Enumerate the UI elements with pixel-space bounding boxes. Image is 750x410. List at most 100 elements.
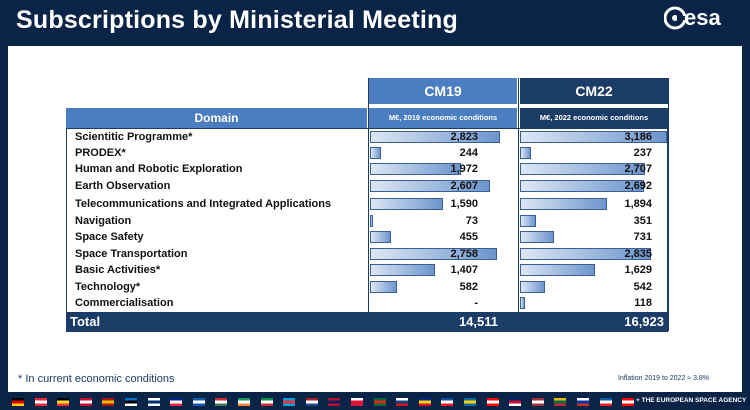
cm19-bar [370, 163, 461, 175]
member-flag [238, 398, 250, 406]
domain-label: Telecommunications and Integrated Applic… [75, 198, 332, 210]
domain-label: Space Transportation [75, 248, 188, 260]
member-flag [283, 398, 296, 406]
cm22-value: 118 [634, 297, 652, 309]
domain-label: Human and Robotic Exploration [75, 163, 243, 175]
cm19-bar [370, 248, 497, 260]
cm19-value: 1,972 [450, 163, 478, 175]
member-flag [554, 398, 567, 406]
cm22-bar [520, 147, 531, 159]
total-row [66, 313, 668, 332]
member-flag [531, 398, 544, 406]
member-flag [125, 398, 137, 406]
member-flag [464, 398, 476, 406]
cm19-value: 2,758 [450, 248, 478, 260]
domain-label: PRODEX* [75, 147, 126, 159]
cm22-value: 237 [633, 147, 652, 159]
table-outline [66, 128, 668, 313]
domain-label: Basic Activities* [75, 264, 161, 276]
cm22-bar [520, 163, 645, 175]
cm19-value: 2,823 [450, 131, 478, 143]
cm19-bar [370, 198, 443, 210]
cm22-value: 1,894 [624, 198, 652, 210]
cm22-bar [520, 281, 545, 293]
member-flag [486, 398, 499, 406]
cm22-value: 542 [633, 281, 652, 293]
column-divider-left [368, 78, 369, 331]
cm19-bar [370, 231, 391, 243]
cm19-bar [370, 215, 373, 227]
domain-label: Earth Observation [75, 180, 171, 192]
cm22-value: 731 [633, 231, 652, 243]
cm19-bar [370, 264, 435, 276]
cm19-bar [370, 180, 490, 192]
member-flag [79, 398, 92, 406]
cm19-value: 1,590 [450, 198, 478, 210]
member-flag [599, 398, 612, 406]
domain-label: Technology* [75, 281, 141, 293]
agency-tagline: + THE EUROPEAN SPACE AGENCY [636, 397, 747, 404]
page-title: Subscriptions by Ministerial Meeting [16, 6, 458, 34]
esa-logo-icon [663, 6, 687, 30]
cm19-bar [370, 131, 500, 143]
member-flag [373, 398, 386, 406]
member-flag [34, 398, 47, 406]
domain-header: Domain [66, 108, 367, 128]
cm19-bar [370, 281, 397, 293]
cm22-bar [520, 248, 651, 260]
member-flag [57, 398, 70, 406]
member-flag [192, 398, 205, 406]
cm22-bar [520, 264, 595, 276]
footnote: * In current economic conditions [18, 373, 175, 385]
member-flag [215, 398, 228, 406]
member-flag [418, 398, 431, 406]
member-flag [577, 398, 589, 406]
member-flag [170, 398, 183, 406]
cm22-bar [520, 297, 525, 309]
cm19-value: 455 [459, 231, 478, 243]
esa-logo-text: esa [684, 5, 721, 30]
member-flag [351, 398, 363, 406]
cm19-value: 244 [459, 147, 478, 159]
cm22-bar [520, 180, 644, 192]
member-flag [396, 398, 409, 406]
member-flag [12, 398, 24, 406]
domain-label: Navigation [75, 215, 132, 227]
cm22-value: 2,707 [624, 163, 652, 175]
cm22-value: 2,692 [624, 180, 652, 192]
cm22-bar [520, 231, 554, 243]
domain-label: Scientitic Programme* [75, 131, 193, 143]
member-flag [102, 398, 115, 406]
cm22-header: CM22 [520, 78, 668, 104]
domain-label: Space Safety [75, 231, 144, 243]
member-flag [147, 398, 160, 406]
cm22-subheader: M€, 2022 economic conditions [520, 108, 668, 128]
total-label: Total [70, 314, 101, 329]
column-divider-right [668, 78, 669, 331]
cm19-header: CM19 [369, 78, 517, 104]
member-flag [260, 398, 273, 406]
esa-logo: esa [663, 5, 740, 30]
cm19-value: 1,407 [450, 264, 478, 276]
cm19-bar [370, 147, 381, 159]
cm19-value: 2,607 [450, 180, 478, 192]
member-flag [305, 398, 318, 406]
cm19-value: 582 [459, 281, 478, 293]
cm22-bar [520, 198, 607, 210]
cm19-subheader: M€, 2019 economic conditions [369, 108, 517, 128]
domain-label: Commercialisation [75, 297, 174, 309]
cm22-value: 351 [633, 215, 652, 227]
total-cm19-value: 14,511 [458, 314, 498, 329]
member-flag [622, 398, 635, 406]
cm19-value: - [474, 297, 478, 309]
cm22-value: 1,629 [624, 264, 652, 276]
cm19-value: 73 [465, 215, 478, 227]
member-flag [509, 398, 522, 406]
member-flags-strip [0, 392, 750, 410]
total-cm22-value: 16,923 [624, 314, 664, 329]
member-flag [328, 398, 341, 406]
cm22-bar [520, 131, 667, 143]
cm22-bar [520, 215, 536, 227]
inflation-note: Inflation 2019 to 2022 ≈ 3.8% [618, 375, 710, 382]
cm22-value: 3,186 [624, 131, 652, 143]
